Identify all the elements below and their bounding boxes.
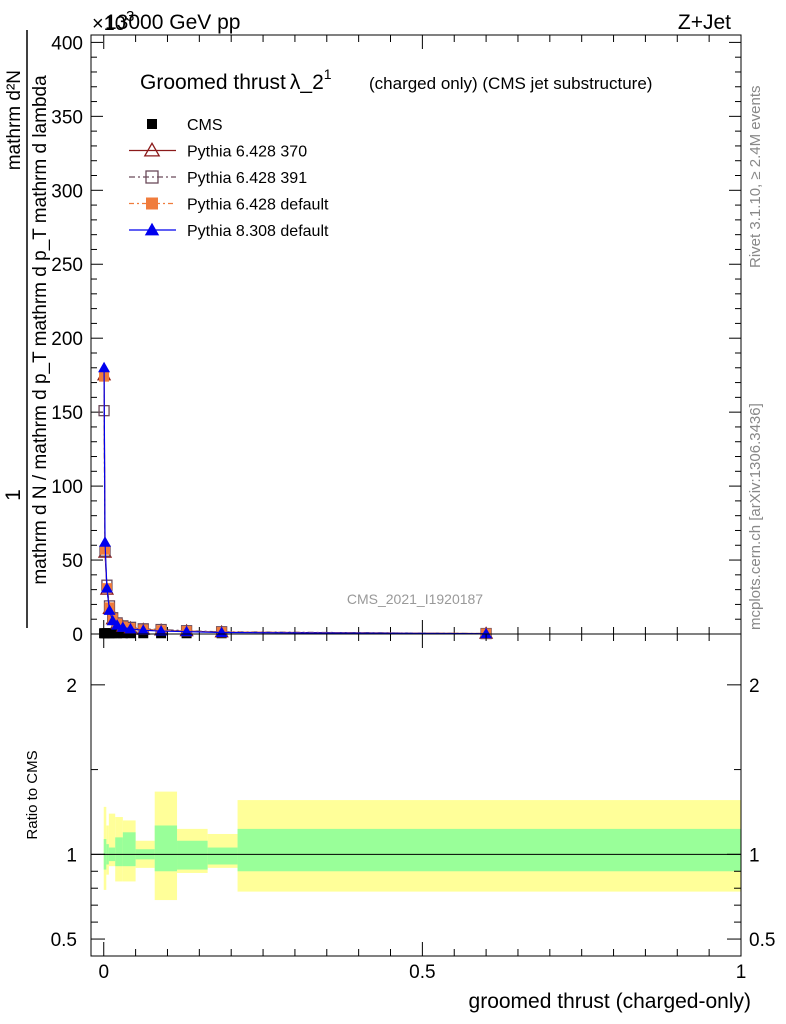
x-tick-label: 0.5 [409, 962, 435, 983]
legend-label: Pythia 6.428 370 [187, 144, 307, 161]
ratio-y-tick-label-right: 0.5 [749, 930, 775, 951]
y-tick-label: 50 [62, 551, 83, 572]
legend-label: CMS [187, 117, 223, 134]
y-tick-label: 300 [51, 181, 83, 202]
process-label: Z+Jet [678, 11, 731, 34]
data-point [99, 536, 112, 547]
data-point [112, 628, 123, 639]
ratio-y-tick-label-right: 1 [749, 845, 760, 866]
ratio-y-label: Ratio to CMS [24, 750, 41, 839]
y-label-denominator: mathrm d N / mathrm d p_T mathrm d p_T m… [30, 75, 51, 585]
ratio-y-tick-label: 0.5 [51, 930, 77, 951]
multiplier-label: ×103 [92, 8, 134, 35]
main-x-ticks [103, 35, 742, 634]
analysis-id: CMS_2021_I1920187 [347, 591, 483, 607]
y-tick-label: 200 [51, 329, 83, 350]
x-tick-label: 1 [736, 962, 747, 983]
ratio-inner-band [237, 828, 741, 872]
ratio-inner-band [154, 825, 178, 872]
y-tick-label: 350 [51, 107, 83, 128]
ratio-y-tick-label-right: 2 [749, 676, 760, 697]
ratio-plot-panel: 0.5 0.51 12 2 0 0.5 1 [51, 633, 776, 983]
ratio-y-ticks: 0.5 0.5 1 1 2 2 [51, 676, 776, 951]
plot-title: Groomed thrust λ_21 (charged only) (CMS j… [140, 66, 652, 94]
data-point [117, 628, 128, 639]
legend-label: Pythia 6.428 391 [187, 170, 307, 187]
ratio-y-tick-label: 1 [66, 845, 77, 866]
legend-marker [144, 222, 160, 236]
energy-label: 13000 GeV pp [105, 11, 240, 34]
ratio-plot-frame [90, 633, 742, 957]
x-axis-label: groomed thrust (charged-only) [469, 990, 751, 1013]
main-plot-panel: 0 50 100 150 200 250 300 350 400 CMS_2021_I19201… [51, 33, 742, 646]
ratio-x-ticks: 0 0.5 1 [98, 634, 746, 983]
main-y-ticks: 0 50 100 150 200 250 300 350 400 [51, 33, 741, 646]
mcplots-label: mcplots.cern.ch [arXiv:1306.3436] [747, 403, 764, 630]
rivet-label: Rivet 3.1.10, ≥ 2.4M events [747, 86, 764, 269]
data-point [116, 621, 129, 632]
legend-marker [146, 197, 158, 210]
y-tick-label: 400 [51, 33, 83, 54]
legend: CMS Pythia 6.428 370 Pythia 6.428 391 Pythi… [129, 117, 329, 240]
main-series-group [96, 361, 494, 640]
legend-marker [145, 170, 159, 184]
legend-label: Pythia 6.428 default [187, 197, 329, 214]
ratio-inner-band [177, 840, 208, 870]
y-tick-label: 250 [51, 255, 83, 276]
y-tick-label: 150 [51, 403, 83, 424]
plot-title-suffix: (charged only) (CMS jet substructure) [369, 74, 652, 93]
y-tick-label: 0 [72, 625, 83, 646]
ratio-inner-band [122, 832, 136, 867]
data-point [137, 624, 150, 635]
y-label-prefix: 1 [2, 489, 25, 501]
data-point [103, 604, 116, 615]
ratio-bands [103, 791, 741, 901]
ratio-outer-band [108, 813, 116, 867]
ratio-inner-band [115, 837, 123, 867]
legend-marker [143, 141, 161, 157]
ratio-inner-band [207, 847, 238, 865]
ratio-y-tick-label: 2 [66, 676, 77, 697]
data-point [98, 361, 111, 373]
legend-marker [147, 119, 157, 129]
plot-title-main: Groomed thrust λ_21 [140, 66, 332, 94]
data-point [480, 627, 493, 639]
legend-label: Pythia 8.308 default [187, 223, 329, 240]
main-y-label: 1 mathrm d²N mathrm d N / mathrm d p_T m… [2, 30, 51, 628]
x-tick-label: 0 [98, 962, 109, 983]
data-point [155, 625, 168, 636]
y-label-numerator: mathrm d²N [4, 70, 25, 170]
data-point [124, 622, 137, 634]
data-point [100, 582, 113, 593]
y-tick-label: 100 [51, 477, 83, 498]
